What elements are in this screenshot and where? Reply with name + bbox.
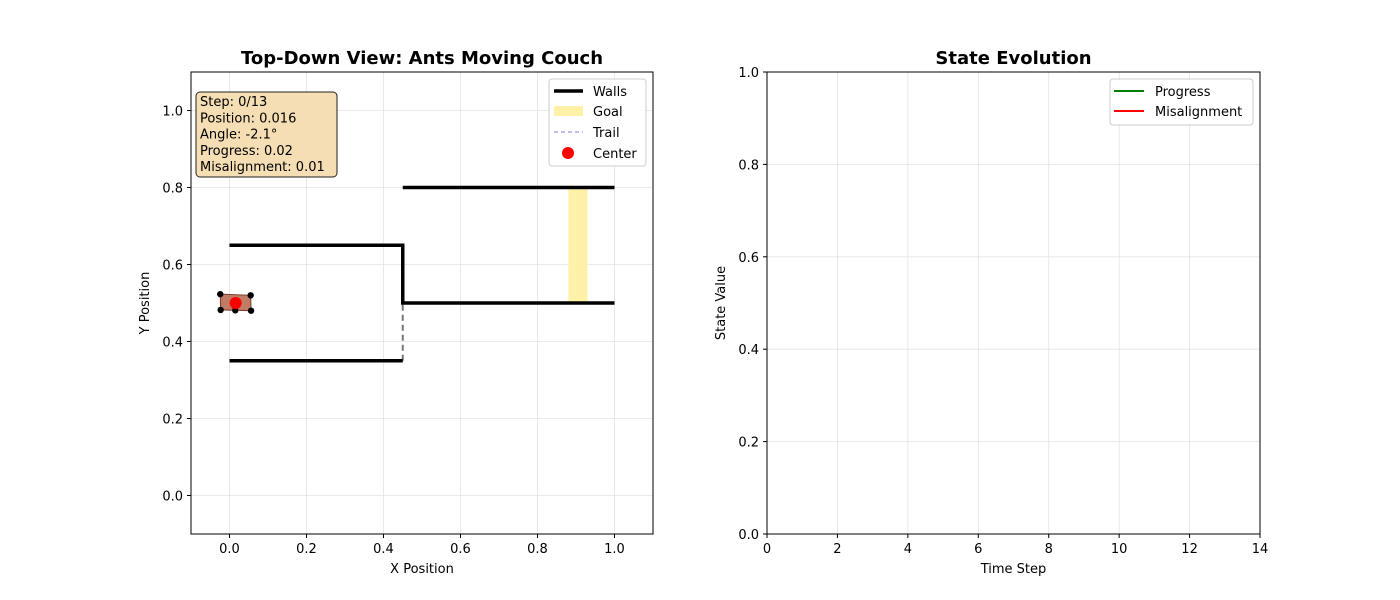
info-line: Angle: -2.1° [200,128,277,143]
x-tick-label: 10 [1111,542,1128,557]
state-evolution-axes: 0 2 4 6 8 10 12 14 0.0 0.2 0.4 0.6 0.8 1.0 State Evolu… [714,48,1268,577]
goal-region [568,187,588,303]
ant-point [217,306,224,314]
x-tick-label: 14 [1252,542,1269,557]
info-box-background [195,91,338,178]
x-tick-label: 4 [904,542,912,557]
axes-frame [766,71,1261,535]
x-tick-label: 0.6 [450,542,471,557]
y-axis-label: State Value [714,266,729,340]
legend-label: Walls [593,85,627,100]
legend-goal-swatch [554,106,583,116]
legend-center-swatch [562,147,574,159]
x-axis-label: Time Step [980,562,1047,577]
legend-label: Trail [592,126,620,141]
y-tick-label: 0.8 [162,182,183,197]
legend-box [548,78,647,167]
x-tick-label: 6 [974,542,982,557]
legend-label: Goal [593,105,623,120]
chart-title: Top-Down View: Ants Moving Couch [241,48,603,69]
x-tick-label: 2 [833,542,841,557]
x-tick-label: 12 [1181,542,1198,557]
wall-segment [229,243,615,305]
ant-point [247,307,255,314]
y-tick-label: 0.6 [162,259,183,274]
x-tick-label: 0.8 [527,542,548,557]
x-tick-label: 0.4 [373,542,394,557]
y-tick-label: 0.0 [738,528,759,543]
legend-label: Misalignment [1155,105,1242,120]
legend-label: Progress [1155,85,1211,100]
chart-title: State Evolution [935,48,1091,69]
ant-point [247,292,254,299]
y-tick-label: 1.0 [738,66,759,81]
legend: Progress Misalignment [1109,78,1254,126]
x-tick-label: 8 [1045,542,1053,557]
legend: Walls Goal Trail Center [548,78,647,167]
x-tick-label: 1.0 [604,542,625,557]
axes-frame [190,71,654,535]
y-tick-label: 0.2 [162,413,183,428]
x-tick-label: 0.2 [296,542,317,557]
info-line: Position: 0.016 [200,111,296,126]
y-tick-label: 0.6 [738,251,759,266]
legend-label: Center [593,147,637,162]
y-tick-label: 0.2 [738,436,759,451]
top-down-view-axes: 0.0 0.2 0.4 0.6 0.8 1.0 0.0 0.2 0.4 0.6 0.8 1.0 Top-… [138,48,654,577]
legend-box [1109,78,1254,126]
info-line: Misalignment: 0.01 [200,160,325,175]
y-tick-label: 0.0 [162,490,183,505]
center-point [229,297,242,309]
x-tick-label: 0 [763,542,771,557]
x-axis-label: X Position [390,562,454,577]
info-line: Progress: 0.02 [200,144,293,159]
y-axis-label: Y Position [138,272,153,336]
y-tick-label: 0.4 [162,336,183,351]
ant-point [217,290,224,298]
y-tick-label: 1.0 [162,105,183,120]
y-tick-label: 0.8 [738,158,759,173]
x-tick-label: 0.0 [219,542,240,557]
info-line: Step: 0/13 [200,95,267,110]
y-tick-label: 0.4 [738,343,759,358]
